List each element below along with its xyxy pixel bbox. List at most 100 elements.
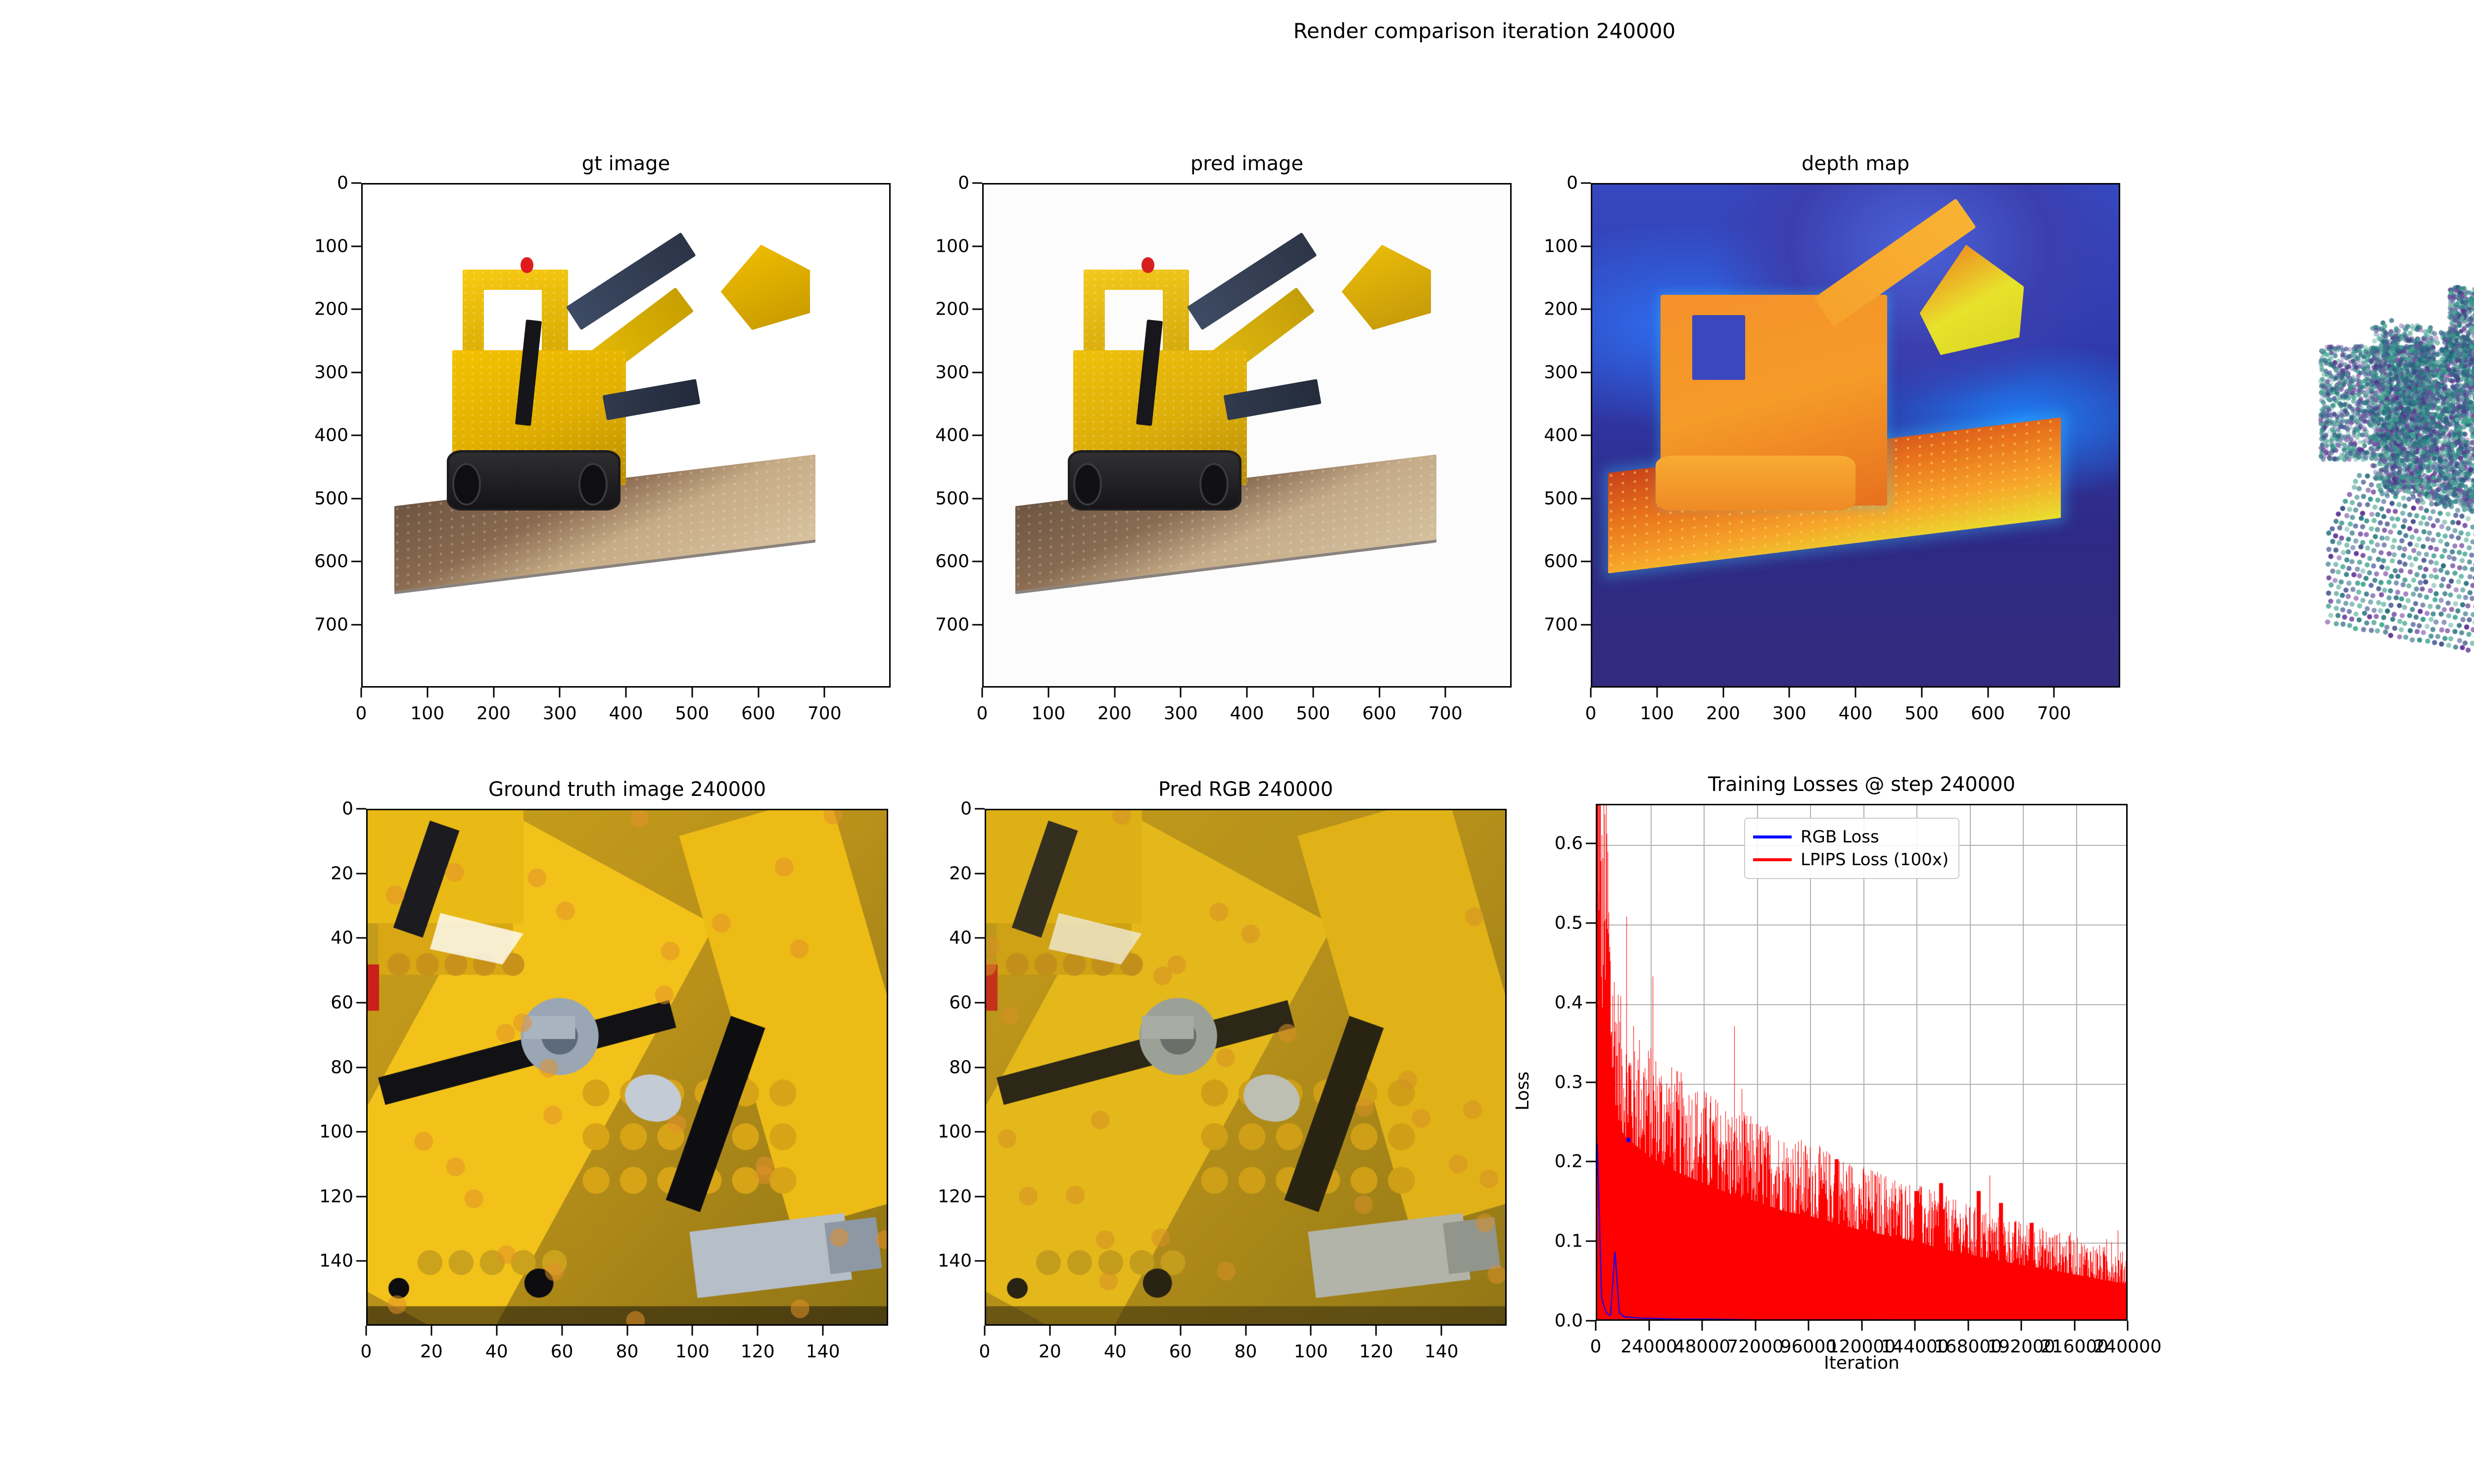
x-tick-label: 100 [1031, 703, 1066, 724]
x-tick-mark [1701, 1321, 1703, 1331]
y-tick-mark [356, 1002, 366, 1004]
x-tick-label: 140 [1424, 1342, 1459, 1362]
x-tick-label: 0 [1590, 1337, 1602, 1357]
x-tick-mark [1755, 1321, 1756, 1331]
y-tick-label: 20 [331, 863, 353, 884]
pred-image-frame [982, 183, 1512, 688]
y-tick-label: 500 [935, 488, 969, 509]
x-tick-label: 200 [476, 703, 511, 724]
pred-crop-title: Pred RGB 240000 [1158, 778, 1333, 801]
x-tick-mark [559, 688, 561, 697]
y-tick-label: 120 [319, 1186, 353, 1207]
x-tick-label: 96000 [1780, 1337, 1837, 1357]
x-tick-mark [1444, 688, 1446, 697]
y-tick-mark [972, 624, 982, 625]
y-tick-label: 20 [949, 863, 972, 884]
pred-crop-image [986, 810, 1505, 1324]
gt-crop-xaxis: 0 20 40 60 80 100 120 140 [361, 1326, 888, 1400]
y-tick-label: 0.3 [1554, 1072, 1583, 1093]
y-tick-mark [975, 808, 985, 810]
lego-bucket [1341, 244, 1431, 330]
y-tick-label: 400 [935, 425, 969, 446]
x-tick-label: 600 [1971, 703, 2005, 724]
x-tick-mark [1312, 688, 1314, 697]
y-tick-label: 600 [1544, 551, 1578, 572]
legend-label-lpips: LPIPS Loss (100x) [1801, 850, 1949, 870]
y-tick-label: 100 [319, 1121, 353, 1142]
x-tick-mark [365, 1326, 367, 1336]
x-tick-label: 120 [740, 1342, 775, 1362]
x-tick-mark [1047, 688, 1049, 697]
x-tick-label: 0 [360, 1342, 372, 1362]
lego-wheel-right [578, 463, 608, 506]
x-tick-label: 100 [675, 1342, 710, 1362]
x-tick-mark [823, 688, 825, 697]
y-tick-mark [1581, 434, 1591, 436]
x-tick-label: 400 [1838, 703, 1873, 724]
x-tick-label: 140 [806, 1342, 840, 1362]
x-tick-mark [493, 688, 494, 697]
y-tick-mark [972, 308, 982, 310]
x-tick-label: 72000 [1727, 1337, 1784, 1357]
loss-legend: RGB Loss LPIPS Loss (100x) [1744, 818, 1960, 879]
x-tick-label: 120 [1359, 1342, 1393, 1362]
panel-point-cloud: Point cloud [2202, 198, 2474, 693]
y-tick-mark [1581, 498, 1591, 499]
y-tick-mark [975, 1131, 985, 1133]
x-tick-mark [1590, 688, 1592, 697]
x-tick-mark [1808, 1321, 1809, 1331]
lego-bucket [720, 244, 810, 330]
panel-training-losses: Training Losses @ step 240000 RGB Loss L… [1513, 773, 2162, 1373]
y-tick-mark [975, 937, 985, 939]
y-tick-label: 0 [958, 173, 969, 193]
y-tick-mark [1586, 1002, 1596, 1004]
x-tick-label: 192000 [1987, 1337, 2055, 1357]
y-tick-label: 200 [314, 299, 348, 320]
y-tick-label: 0.0 [1554, 1310, 1583, 1331]
gt-image-yaxis: 0 100 200 300 400 500 600 700 [262, 173, 361, 688]
y-tick-mark [1581, 371, 1591, 373]
lego-red-knob [1142, 257, 1154, 274]
y-tick-label: 0.6 [1554, 833, 1583, 854]
y-tick-mark [351, 624, 361, 625]
x-tick-mark [625, 688, 627, 697]
x-tick-label: 80 [1234, 1342, 1257, 1362]
gt-image-frame [361, 183, 891, 688]
y-tick-label: 60 [331, 992, 353, 1013]
x-tick-label: 700 [2037, 703, 2071, 724]
x-tick-label: 80 [616, 1342, 639, 1362]
y-tick-label: 140 [319, 1251, 353, 1271]
x-tick-label: 700 [1428, 703, 1463, 724]
y-tick-label: 40 [331, 928, 353, 948]
y-tick-mark [972, 245, 982, 247]
y-tick-mark [1581, 182, 1591, 184]
y-tick-label: 300 [314, 362, 348, 382]
x-tick-mark [430, 1326, 432, 1336]
x-tick-mark [626, 1326, 628, 1336]
x-tick-label: 600 [1362, 703, 1396, 724]
y-tick-mark [356, 1131, 366, 1133]
y-tick-label: 700 [314, 614, 348, 635]
y-tick-mark [351, 308, 361, 310]
x-tick-mark [427, 688, 428, 697]
lego-wheel-right [1199, 463, 1229, 506]
y-tick-label: 0.5 [1554, 913, 1583, 933]
x-tick-label: 120000 [1827, 1337, 1896, 1357]
y-tick-mark [351, 245, 361, 247]
panel-depth-map: depth map 0 100 200 300 400 500 600 700 0 100 200… [1544, 152, 2120, 724]
figure-suptitle: Render comparison iteration 240000 [1293, 19, 1676, 43]
pred-lego-render [984, 185, 1510, 686]
loss-ylabel: Loss [1513, 1071, 1533, 1111]
gt-crop-yaxis: 0 20 40 60 80 100 120 140 [267, 799, 366, 1326]
y-tick-label: 600 [314, 551, 348, 572]
gt-crop-title: Ground truth image 240000 [488, 778, 766, 801]
y-tick-mark [1581, 560, 1591, 562]
x-tick-mark [1656, 688, 1658, 697]
x-tick-label: 100 [1640, 703, 1674, 724]
x-tick-label: 0 [1585, 703, 1597, 724]
y-tick-label: 100 [935, 236, 969, 256]
x-tick-mark [1855, 688, 1856, 697]
y-tick-label: 700 [935, 614, 969, 635]
y-tick-mark [351, 434, 361, 436]
y-tick-mark [1586, 1081, 1596, 1083]
